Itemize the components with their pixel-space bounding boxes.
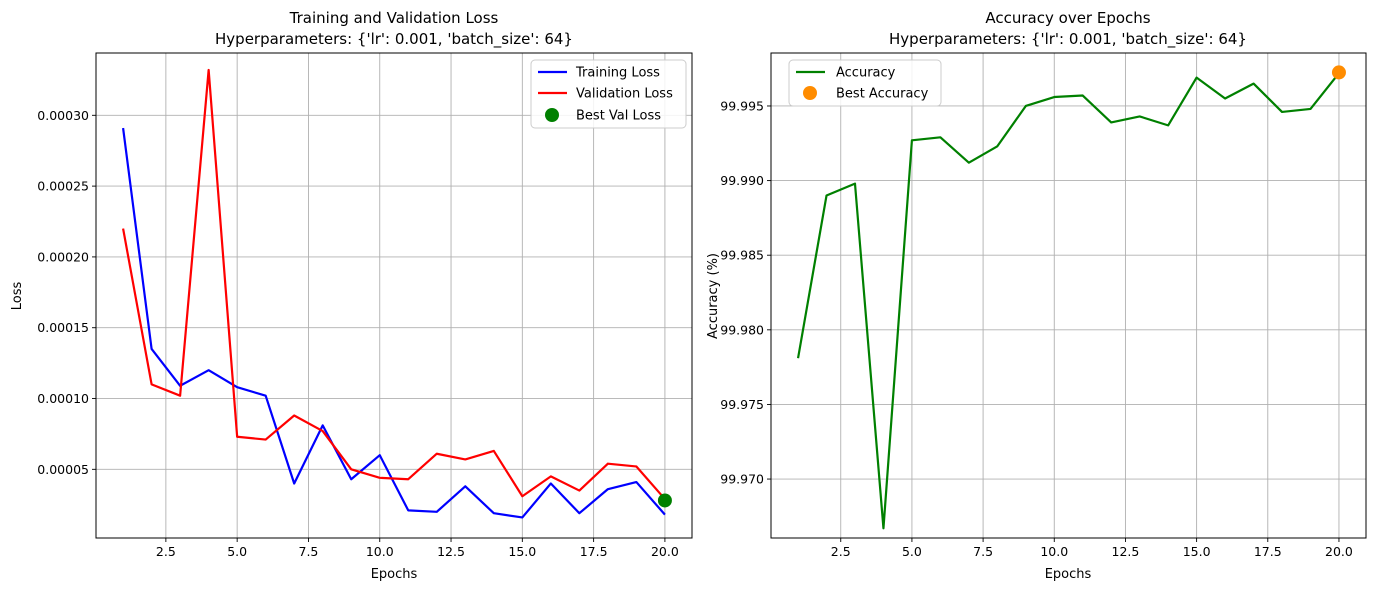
loss-y-tick-label: 0.00015 [37, 320, 89, 335]
legend-validation-loss-label: Validation Loss [576, 87, 673, 102]
loss-x-tick-label: 12.5 [437, 544, 465, 559]
loss-y-tick-label: 0.00025 [37, 179, 89, 194]
accuracy-x-tick-label: 10.0 [1040, 544, 1068, 559]
loss-y-tick-label: 0.00010 [37, 391, 89, 406]
legend-best-val-loss-marker [545, 108, 559, 122]
legend-training-loss-label: Training Loss [575, 66, 660, 81]
validation-loss-line [122, 68, 666, 500]
accuracy-chart-title: Accuracy over Epochs [985, 9, 1150, 27]
accuracy-plot-frame [770, 52, 1367, 539]
accuracy-x-tick-label: 12.5 [1112, 544, 1140, 559]
loss-legend: Training Loss Validation Loss Best Val L… [530, 59, 687, 129]
loss-legend-box [530, 59, 687, 129]
accuracy-y-tick-label: 99.985 [720, 248, 764, 263]
loss-y-tick-label: 0.00005 [37, 462, 89, 477]
loss-x-ticks: 2.5 5.0 7.5 10.0 12.5 15.0 17.5 20.0 [156, 538, 679, 559]
accuracy-y-axis-label: Accuracy (%) [706, 253, 721, 339]
accuracy-chart-subtitle: Hyperparameters: {'lr': 0.001, 'batch_si… [889, 30, 1247, 49]
accuracy-chart: Accuracy over Epochs Hyperparameters: {'… [706, 9, 1367, 582]
loss-y-axis-label: Loss [10, 282, 25, 311]
legend-best-val-loss-label: Best Val Loss [576, 109, 661, 124]
loss-x-tick-label: 20.0 [651, 544, 679, 559]
accuracy-y-tick-label: 99.995 [720, 98, 764, 113]
loss-x-tick-label: 17.5 [580, 544, 608, 559]
loss-plot-frame [95, 52, 693, 539]
loss-x-axis-label: Epochs [371, 567, 418, 582]
accuracy-y-tick-label: 99.970 [720, 472, 764, 487]
accuracy-legend: Accuracy Best Accuracy [788, 59, 942, 107]
accuracy-x-axis-label: Epochs [1045, 567, 1092, 582]
accuracy-line [796, 72, 1340, 530]
accuracy-grid [771, 53, 1366, 538]
best-val-loss-marker [657, 493, 672, 508]
accuracy-x-tick-label: 17.5 [1254, 544, 1282, 559]
best-accuracy-marker [1331, 65, 1346, 80]
accuracy-x-tick-label: 15.0 [1183, 544, 1211, 559]
accuracy-y-tick-label: 99.980 [720, 322, 764, 337]
accuracy-x-tick-label: 2.5 [831, 544, 851, 559]
loss-y-tick-label: 0.00020 [37, 249, 89, 264]
accuracy-x-tick-label: 20.0 [1325, 544, 1353, 559]
accuracy-y-tick-label: 99.990 [720, 173, 764, 188]
accuracy-x-tick-label: 5.0 [902, 544, 922, 559]
legend-best-accuracy-marker [803, 86, 817, 100]
loss-chart: Training and Validation Loss Hyperparame… [10, 9, 693, 582]
loss-x-tick-label: 5.0 [227, 544, 247, 559]
accuracy-series [796, 65, 1346, 530]
loss-chart-title: Training and Validation Loss [289, 9, 499, 27]
loss-x-tick-label: 2.5 [156, 544, 176, 559]
legend-accuracy-label: Accuracy [836, 66, 896, 81]
loss-chart-subtitle: Hyperparameters: {'lr': 0.001, 'batch_si… [215, 30, 573, 49]
accuracy-x-ticks: 2.5 5.0 7.5 10.0 12.5 15.0 17.5 20.0 [831, 538, 1353, 559]
accuracy-legend-box [788, 59, 942, 107]
accuracy-y-ticks: 99.970 99.975 99.980 99.985 99.990 99.995 [720, 98, 771, 487]
loss-y-tick-label: 0.00030 [37, 108, 89, 123]
loss-x-tick-label: 15.0 [508, 544, 536, 559]
accuracy-x-tick-label: 7.5 [973, 544, 993, 559]
loss-y-ticks: 0.00005 0.00010 0.00015 0.00020 0.00025 0.000… [37, 108, 96, 477]
training-loss-line [121, 127, 666, 519]
loss-x-tick-label: 10.0 [366, 544, 394, 559]
loss-series [121, 68, 672, 519]
loss-x-tick-label: 7.5 [299, 544, 319, 559]
legend-best-accuracy-label: Best Accuracy [836, 87, 929, 102]
accuracy-y-tick-label: 99.975 [720, 397, 764, 412]
